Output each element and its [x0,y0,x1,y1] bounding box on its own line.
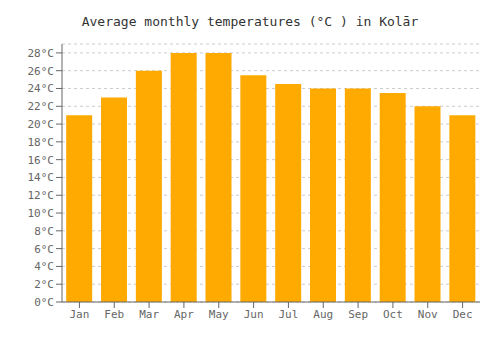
svg-text:4°C: 4°C [34,260,54,273]
svg-text:12°C: 12°C [28,189,55,202]
svg-text:Mar: Mar [139,308,159,321]
svg-text:Jul: Jul [278,308,298,321]
svg-text:26°C: 26°C [28,65,55,78]
svg-text:Aug: Aug [313,308,333,321]
svg-text:14°C: 14°C [28,171,55,184]
svg-text:Sep: Sep [348,308,368,321]
svg-text:24°C: 24°C [28,82,55,95]
svg-text:8°C: 8°C [34,225,54,238]
html-text:Average monthly temperatures (: Average monthly temperatures (°C ) in Ko… [81,14,419,29]
svg-text:2°C: 2°C [34,278,54,291]
svg-text:Jun: Jun [244,308,264,321]
svg-text:20°C: 20°C [28,118,55,131]
svg-text:22°C: 22°C [28,100,55,113]
svg-text:0°C: 0°C [34,296,54,309]
svg-text:Apr: Apr [174,308,194,321]
svg-text:6°C: 6°C [34,243,54,256]
svg-text:Dec: Dec [453,308,473,321]
svg-text:Nov: Nov [418,308,438,321]
svg-text:18°C: 18°C [28,136,55,149]
svg-text:28°C: 28°C [28,47,55,60]
svg-text:16°C: 16°C [28,154,55,167]
svg-text:Jan: Jan [69,308,89,321]
svg-text:10°C: 10°C [28,207,55,220]
svg-text:Oct: Oct [383,308,403,321]
svg-text:Feb: Feb [104,308,124,321]
svg-text:May: May [209,308,229,321]
